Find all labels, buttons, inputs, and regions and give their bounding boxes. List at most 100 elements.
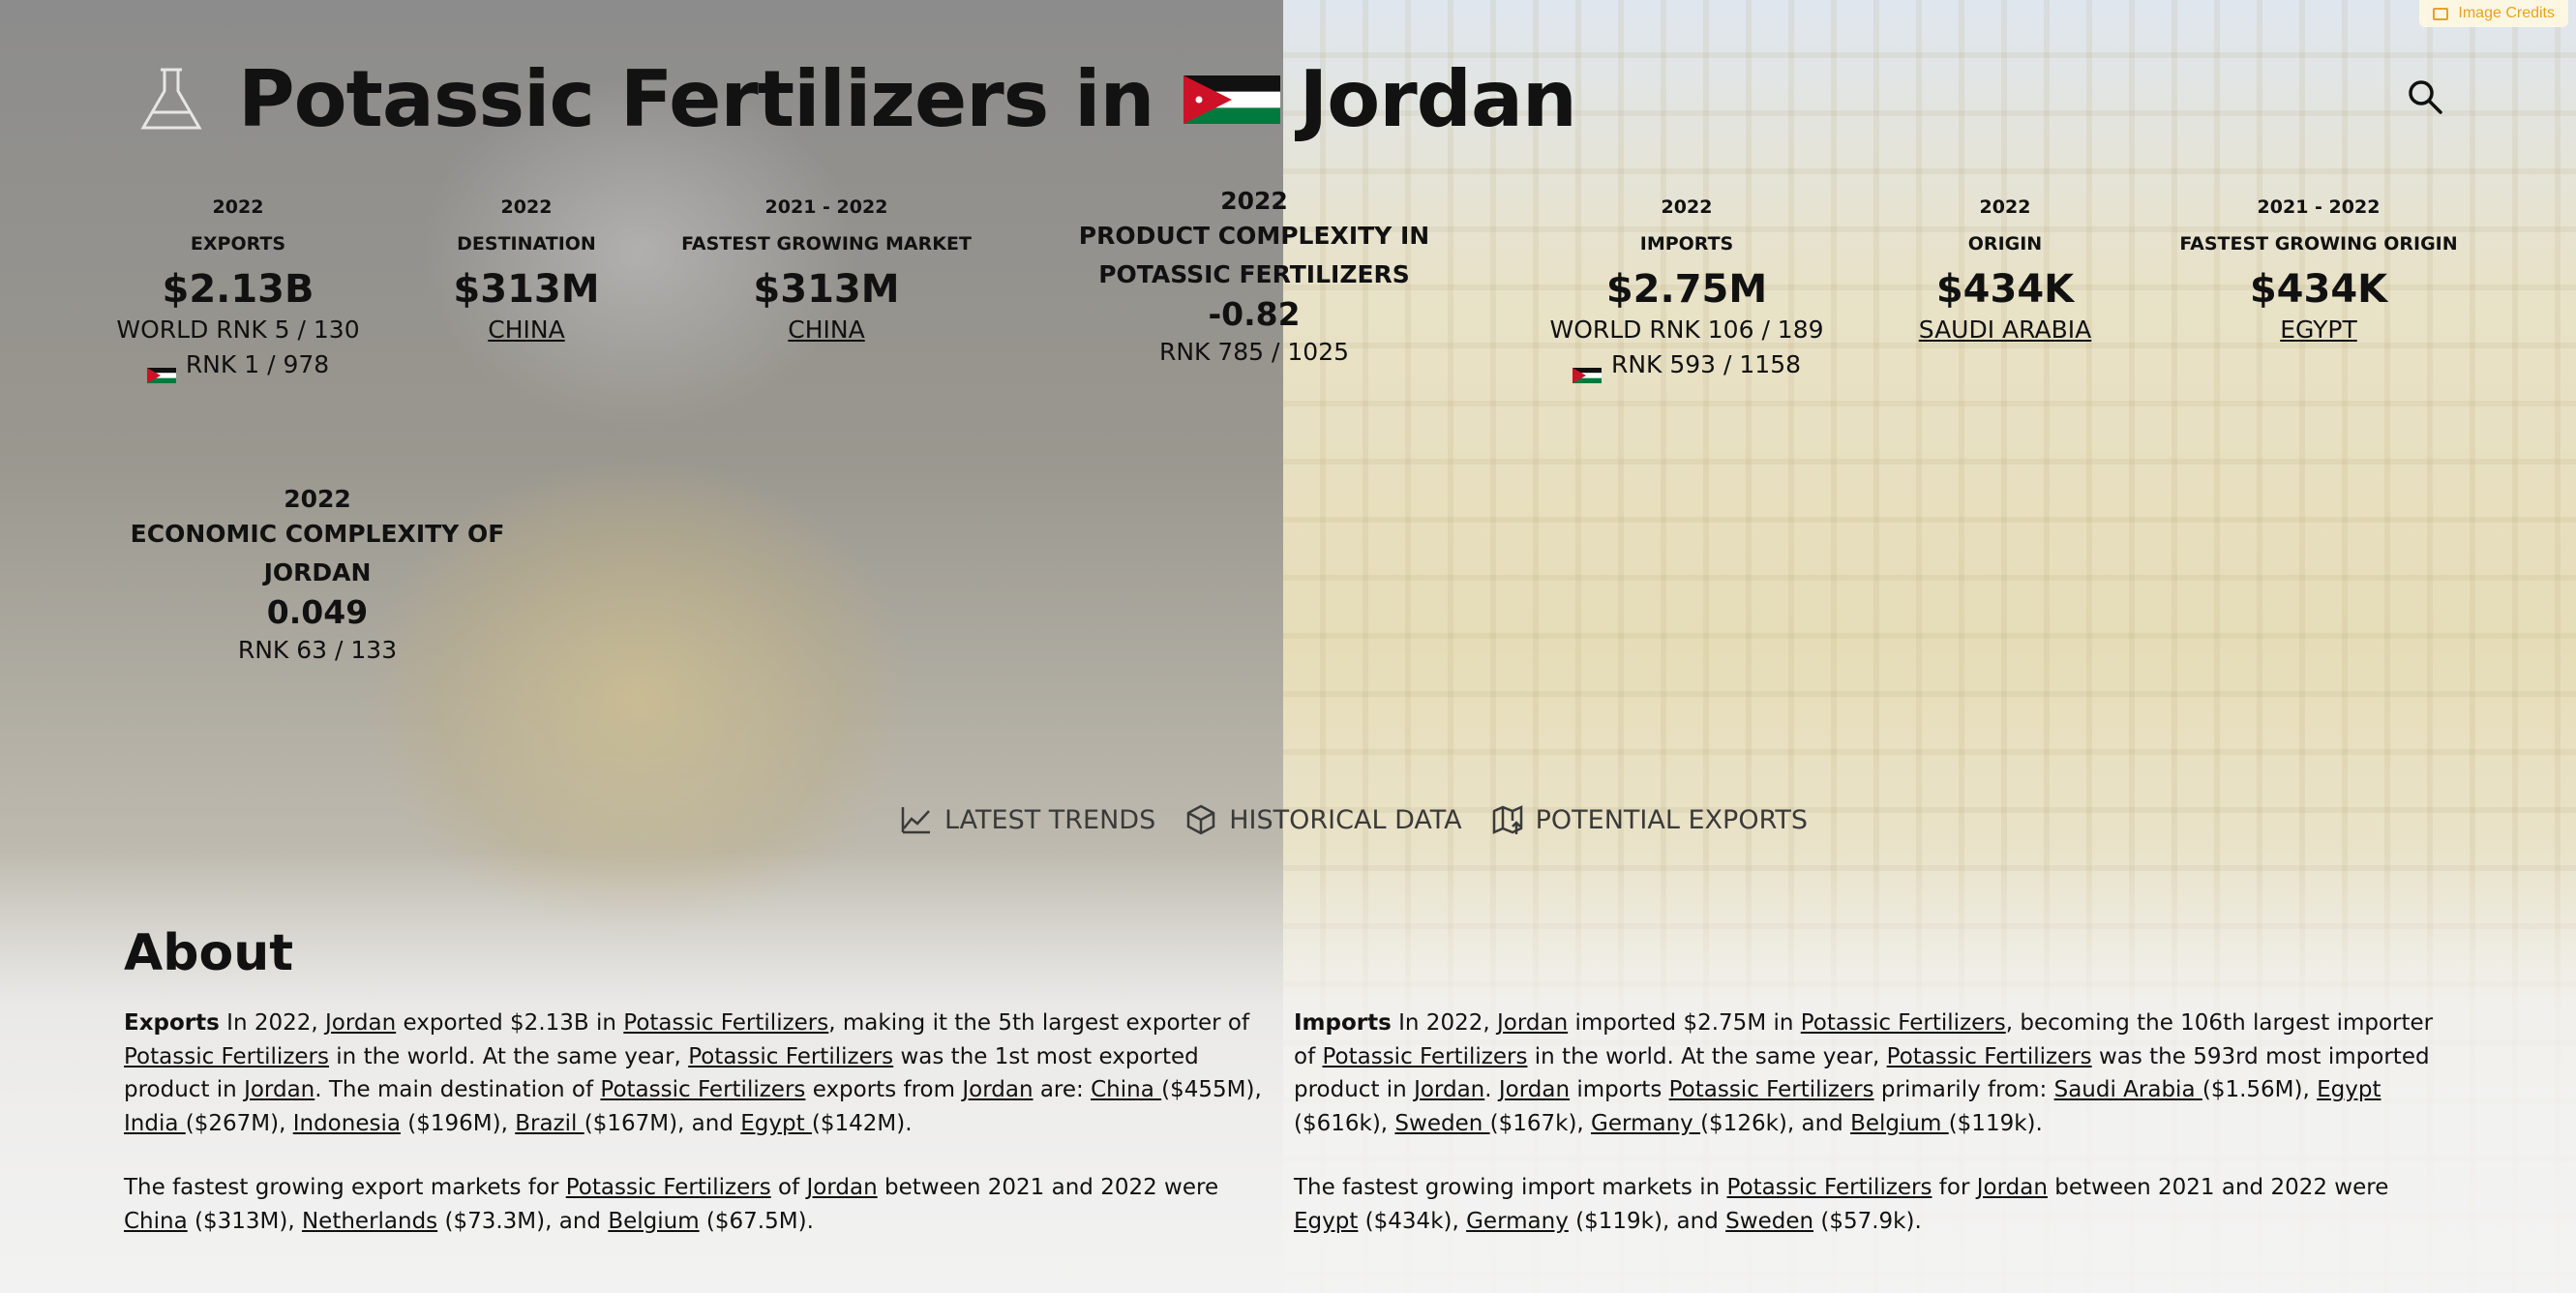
country-link[interactable]: Sweden xyxy=(1725,1208,1814,1234)
country-link[interactable]: China xyxy=(124,1208,188,1234)
country-link[interactable]: Saudi Arabia xyxy=(2053,1077,2202,1102)
exports-bold-label: Exports xyxy=(124,1010,220,1036)
country-link[interactable]: Brazil xyxy=(515,1110,584,1136)
text: In 2022, xyxy=(219,1010,325,1036)
stat-value: $434K xyxy=(2249,267,2388,312)
product-link[interactable]: Potassic Fertilizers xyxy=(1800,1010,2006,1036)
stat-value: $434K xyxy=(1935,267,2075,312)
text: ($73.3M), and xyxy=(437,1208,609,1234)
cube-icon xyxy=(1187,804,1215,835)
origin-link[interactable]: SAUDI ARABIA xyxy=(1918,316,2092,344)
text: ($67.5M). xyxy=(699,1208,814,1234)
stat-label-line: ECONOMIC COMPLEXITY OF xyxy=(130,520,505,548)
imports-paragraph: Imports In 2022, Jordan imported $2.75M … xyxy=(1294,1007,2445,1140)
tab-label: HISTORICAL DATA xyxy=(1229,804,1462,835)
jordan-flag-icon xyxy=(146,358,176,383)
background-fade xyxy=(0,852,2576,1293)
product-link[interactable]: Potassic Fertilizers xyxy=(600,1077,806,1102)
text: ($455M), xyxy=(1161,1077,1262,1102)
fastest-market-link[interactable]: CHINA xyxy=(788,316,865,344)
stat-year: 2021 - 2022 xyxy=(764,196,888,218)
country-link[interactable]: Jordan xyxy=(324,1010,397,1036)
country-link[interactable]: Jordan xyxy=(1976,1175,2048,1200)
exports-paragraph: Exports In 2022, Jordan exported $2.13B … xyxy=(124,1007,1275,1140)
stat-year: 2022 xyxy=(500,196,553,218)
tab-potential-exports[interactable]: POTENTIAL EXPORTS xyxy=(1491,803,1808,836)
text: . xyxy=(1484,1077,1499,1102)
search-icon[interactable] xyxy=(2406,77,2444,116)
stat-year: 2022 xyxy=(1661,196,1713,218)
stat-label: FASTEST GROWING MARKET xyxy=(681,233,972,255)
country-link[interactable]: Jordan xyxy=(1496,1010,1569,1036)
product-link[interactable]: Potassic Fertilizers xyxy=(1322,1043,1528,1069)
destination-link[interactable]: CHINA xyxy=(488,316,565,344)
product-link[interactable]: Potassic Fertilizers xyxy=(565,1175,771,1200)
product-link[interactable]: Potassic Fertilizers xyxy=(688,1043,894,1069)
country-link[interactable]: Germany xyxy=(1466,1208,1569,1234)
stat-rank: RNK 785 / 1025 xyxy=(1158,338,1350,366)
stat-value: -0.82 xyxy=(1208,295,1301,333)
trend-line-icon xyxy=(901,807,930,834)
country-link[interactable]: China xyxy=(1091,1077,1162,1102)
fastest-origin-link[interactable]: EGYPT xyxy=(2280,316,2357,344)
product-link[interactable]: Potassic Fertilizers xyxy=(1886,1043,2092,1069)
stat-label: FASTEST GROWING ORIGIN xyxy=(2179,233,2458,255)
stat-economic-complexity: 2022 ECONOMIC COMPLEXITY OF JORDAN 0.049… xyxy=(124,485,511,668)
stat-country-rank: RNK 593 / 1158 xyxy=(1542,347,1832,383)
stat-label: ORIGIN xyxy=(1967,233,2043,255)
about-heading: About xyxy=(124,924,294,982)
text: ($267M), xyxy=(185,1110,293,1136)
text: ($142M). xyxy=(811,1110,913,1136)
about-imports-column: Imports In 2022, Jordan imported $2.75M … xyxy=(1294,1007,2445,1269)
country-link[interactable]: Jordan xyxy=(1414,1077,1485,1102)
country-link[interactable]: Belgium xyxy=(1850,1110,1949,1136)
stat-fastest-growing-origin: 2021 - 2022 FASTEST GROWING ORIGIN $434K… xyxy=(2173,195,2464,347)
text: ($167M), and xyxy=(584,1110,741,1136)
page-header: Potassic Fertilizers in Jordan xyxy=(135,53,1577,145)
product-link[interactable]: Potassic Fertilizers xyxy=(623,1010,829,1036)
country-link[interactable]: Netherlands xyxy=(301,1208,438,1234)
country-link[interactable]: Egypt xyxy=(740,1110,812,1136)
exports-growth-paragraph: The fastest growing export markets for P… xyxy=(124,1171,1275,1238)
text: , becoming the 106th largest importer of xyxy=(1294,1010,2434,1069)
section-tabs: LATEST TRENDS HISTORICAL DATA POTENTIAL … xyxy=(900,803,1808,836)
image-credits-label: Image Credits xyxy=(2458,5,2555,21)
stat-label: EXPORTS xyxy=(190,233,286,255)
page-title-prefix: Potassic Fertilizers in xyxy=(238,54,1154,144)
country-link[interactable]: Indonesia xyxy=(292,1110,401,1136)
text: ($57.9k). xyxy=(1813,1208,1922,1234)
stat-year: 2022 xyxy=(284,485,351,513)
about-exports-column: Exports In 2022, Jordan exported $2.13B … xyxy=(124,1007,1275,1269)
image-credits-button[interactable]: Image Credits xyxy=(2419,0,2568,27)
country-link[interactable]: Jordan xyxy=(806,1175,878,1200)
product-link[interactable]: Potassic Fertilizers xyxy=(1668,1077,1874,1102)
jordan-flag-icon xyxy=(1572,358,1602,383)
product-link[interactable]: Potassic Fertilizers xyxy=(1726,1175,1932,1200)
text: . The main destination of xyxy=(315,1077,601,1102)
page-title-country: Jordan xyxy=(1299,54,1577,144)
stat-world-rank: WORLD RNK 5 / 130 xyxy=(116,316,360,344)
text: In 2022, xyxy=(1391,1010,1497,1036)
product-link[interactable]: Potassic Fertilizers xyxy=(124,1043,329,1069)
country-link[interactable]: Jordan xyxy=(244,1077,315,1102)
country-link[interactable]: Egypt xyxy=(2317,1077,2381,1102)
country-link[interactable]: Jordan xyxy=(962,1077,1033,1102)
stat-label: ECONOMIC COMPLEXITY OF JORDAN xyxy=(124,515,511,592)
text: between 2021 and 2022 were xyxy=(877,1175,1219,1200)
flask-icon xyxy=(140,68,202,129)
imports-bold-label: Imports xyxy=(1294,1010,1392,1036)
stat-value: $2.75M xyxy=(1605,267,1768,312)
text: primarily from: xyxy=(1873,1077,2054,1102)
stat-product-complexity: 2022 PRODUCT COMPLEXITY IN POTASSIC FERT… xyxy=(1061,189,1448,370)
tab-latest-trends[interactable]: LATEST TRENDS xyxy=(900,803,1155,836)
country-link[interactable]: India xyxy=(124,1110,186,1136)
tab-historical-data[interactable]: HISTORICAL DATA xyxy=(1184,803,1462,836)
stat-destination: 2022 DESTINATION $313M CHINA xyxy=(430,195,623,347)
country-link[interactable]: Germany xyxy=(1591,1110,1701,1136)
text: The fastest growing import markets in xyxy=(1294,1175,1727,1200)
country-link[interactable]: Belgium xyxy=(608,1208,700,1234)
text: ($167k), xyxy=(1489,1110,1592,1136)
country-link[interactable]: Sweden xyxy=(1394,1110,1490,1136)
country-link[interactable]: Jordan xyxy=(1498,1077,1571,1102)
country-link[interactable]: Egypt xyxy=(1294,1208,1359,1234)
